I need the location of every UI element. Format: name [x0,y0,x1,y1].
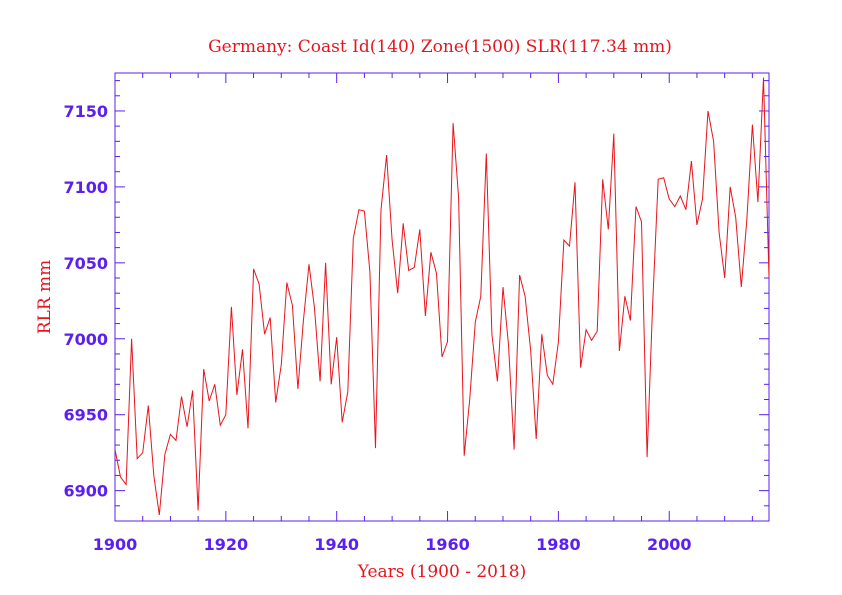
y-axis-label: RLR mm [35,260,55,335]
y-tick-label: 7100 [63,178,108,197]
y-tick-label: 7000 [63,330,108,349]
x-tick-label: 1940 [314,535,359,554]
y-tick-label: 6950 [63,406,108,425]
y-tick-label: 7050 [63,254,108,273]
series-line [114,77,770,515]
x-tick-label: 1920 [204,535,249,554]
x-axis-label: Years (1900 - 2018) [357,562,527,582]
tick-labels: 1900 1920 1940 1960 1980 2000 6900 6950 7000 7050… [63,102,691,554]
x-tick-label: 1960 [425,535,470,554]
x-tick-label: 2000 [647,535,692,554]
x-tick-label: 1900 [93,535,138,554]
y-tick-label: 7150 [63,102,108,121]
y-tick-label: 6900 [63,482,108,501]
chart-title: Germany: Coast Id(140) Zone(1500) SLR(11… [208,37,672,57]
plot-frame [114,72,770,522]
axis-ticks [114,73,769,522]
x-tick-label: 1980 [536,535,581,554]
